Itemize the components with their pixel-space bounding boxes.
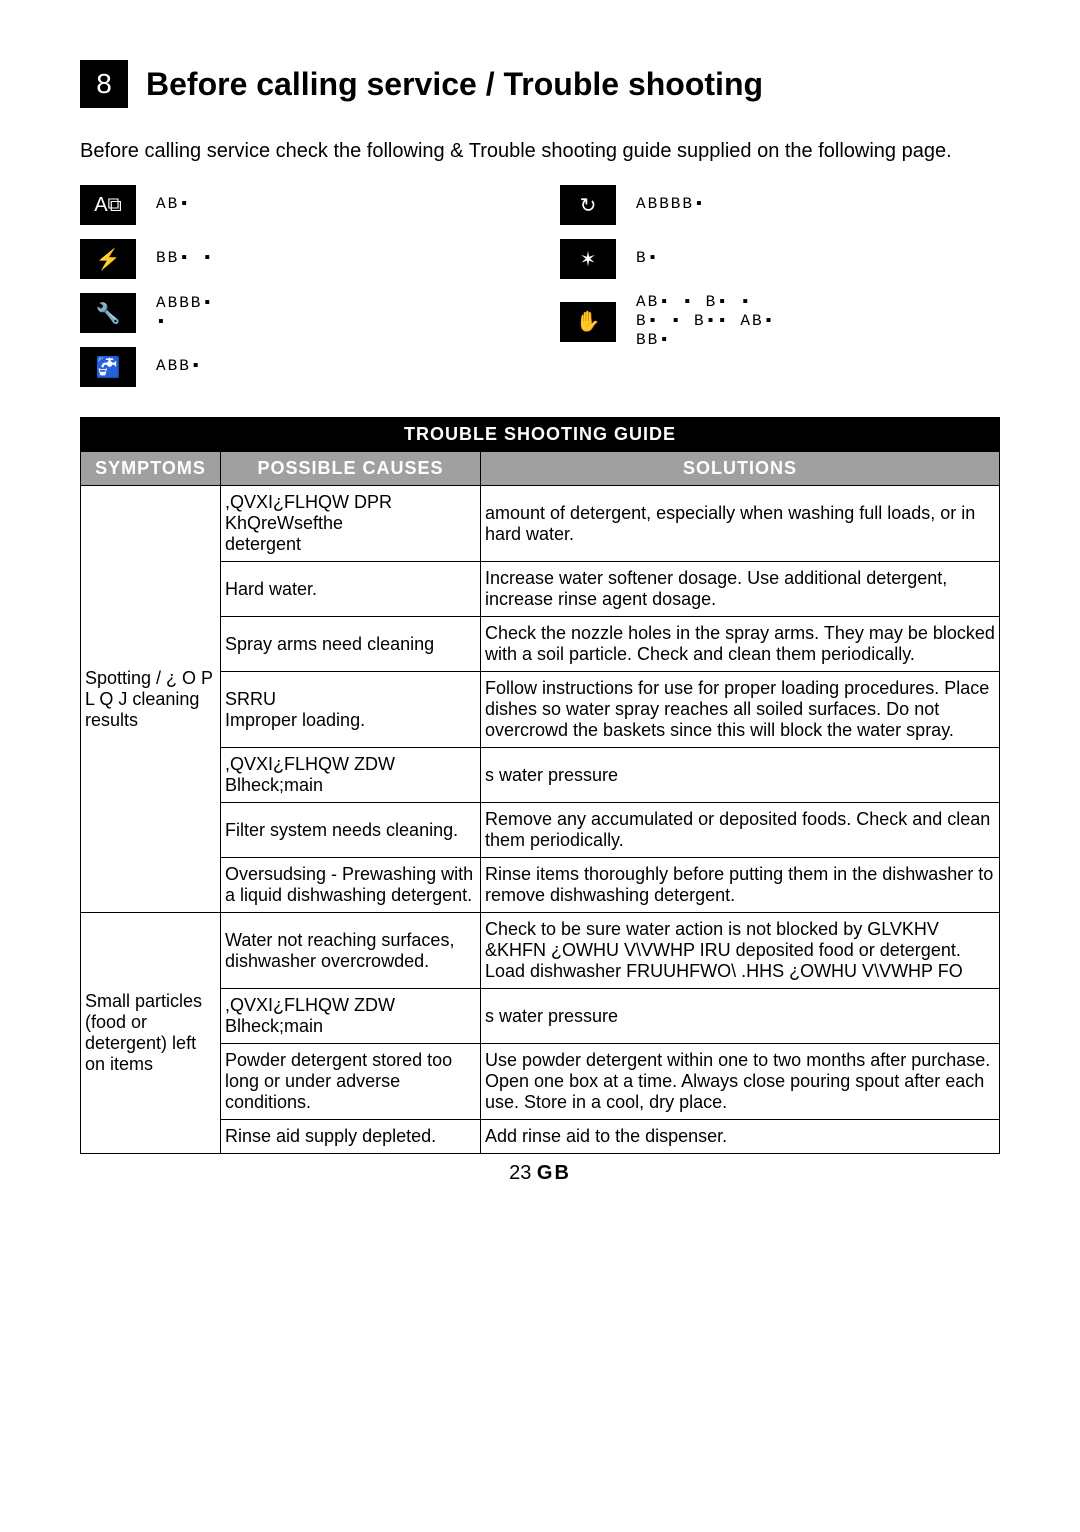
table-row: Small particles (food or detergent) left… [81, 913, 1000, 989]
page-footer: 23 GB [80, 1162, 1000, 1185]
cause-cell: Oversudsing - Prewashing with a liquid d… [221, 858, 481, 913]
icon-row: 🚰 ABB▪ [80, 347, 520, 387]
solution-cell: Rinse items thoroughly before putting th… [481, 858, 1000, 913]
icon-row: 🔧 ABBB▪ ▪ [80, 293, 520, 333]
table-header-causes: POSSIBLE CAUSES [221, 452, 481, 486]
solution-cell: Increase water softener dosage. Use addi… [481, 562, 1000, 617]
icon-grid: A⧉ AB▪ ⚡ BB▪ ▪ 🔧 ABBB▪ ▪ 🚰 ABB▪ ↻ ABBBB▪ ✶ B▪ ✋ AB▪ … [80, 185, 1000, 387]
manual-icon: A⧉ [80, 185, 136, 225]
manual-icon: 🔧 [80, 293, 136, 333]
intro-text: Before calling service check the followi… [80, 138, 1000, 165]
heading-title: Before calling service / Trouble shootin… [146, 66, 763, 103]
icon-column-left: A⧉ AB▪ ⚡ BB▪ ▪ 🔧 ABBB▪ ▪ 🚰 ABB▪ [80, 185, 520, 387]
icon-label: BB▪ ▪ [156, 249, 214, 268]
manual-icon: ✶ [560, 239, 616, 279]
icon-column-right: ↻ ABBBB▪ ✶ B▪ ✋ AB▪ ▪ B▪ ▪ B▪ ▪ B▪▪ AB▪ BB▪ [560, 185, 1000, 387]
table-header-solutions: SOLUTIONS [481, 452, 1000, 486]
troubleshooting-table: TROUBLE SHOOTING GUIDE SYMPTOMS POSSIBLE… [80, 417, 1000, 1154]
icon-label: AB▪ [156, 195, 191, 214]
solution-cell: amount of detergent, especially when was… [481, 486, 1000, 562]
cause-cell: ,QVXI¿FLHQW ZDW Blheck;main [221, 989, 481, 1044]
icon-label: ABB▪ [156, 357, 202, 376]
solution-cell: Check the nozzle holes in the spray arms… [481, 617, 1000, 672]
icon-row: ⚡ BB▪ ▪ [80, 239, 520, 279]
table-header-symptoms: SYMPTOMS [81, 452, 221, 486]
icon-row: ✋ AB▪ ▪ B▪ ▪ B▪ ▪ B▪▪ AB▪ BB▪ [560, 293, 1000, 351]
chapter-number-box: 8 [80, 60, 128, 108]
solution-cell: Check to be sure water action is not blo… [481, 913, 1000, 989]
solution-cell: Use powder detergent within one to two m… [481, 1044, 1000, 1120]
table-caption: TROUBLE SHOOTING GUIDE [80, 417, 1000, 451]
cause-cell: Powder detergent stored too long or unde… [221, 1044, 481, 1120]
symptom-cell: Spotting / ¿ O P L Q J cleaning results [81, 486, 221, 913]
solution-cell: Follow instructions for use for proper l… [481, 672, 1000, 748]
solution-cell: Remove any accumulated or deposited food… [481, 803, 1000, 858]
cause-cell: Water not reaching surfaces, dishwasher … [221, 913, 481, 989]
icon-label: B▪ [636, 249, 659, 268]
page-number: 23 [509, 1162, 531, 1184]
icon-label: AB▪ ▪ B▪ ▪ B▪ ▪ B▪▪ AB▪ BB▪ [636, 293, 775, 351]
manual-icon: 🚰 [80, 347, 136, 387]
solution-cell: s water pressure [481, 748, 1000, 803]
icon-row: ✶ B▪ [560, 239, 1000, 279]
icon-row: A⧉ AB▪ [80, 185, 520, 225]
symptom-cell: Small particles (food or detergent) left… [81, 913, 221, 1154]
table-row: Spotting / ¿ O P L Q J cleaning results,… [81, 486, 1000, 562]
manual-icon: ↻ [560, 185, 616, 225]
cause-cell: ,QVXI¿FLHQW ZDW Blheck;main [221, 748, 481, 803]
icon-label: ABBBB▪ [636, 195, 706, 214]
solution-cell: Add rinse aid to the dispenser. [481, 1120, 1000, 1154]
solution-cell: s water pressure [481, 989, 1000, 1044]
cause-cell: SRRU Improper loading. [221, 672, 481, 748]
cause-cell: Filter system needs cleaning. [221, 803, 481, 858]
cause-cell: Hard water. [221, 562, 481, 617]
cause-cell: ,QVXI¿FLHQW DPR KhQreWsefthe detergent [221, 486, 481, 562]
manual-icon: ✋ [560, 302, 616, 342]
manual-icon: ⚡ [80, 239, 136, 279]
icon-label: ABBB▪ ▪ [156, 294, 214, 332]
icon-row: ↻ ABBBB▪ [560, 185, 1000, 225]
page-heading: 8 Before calling service / Trouble shoot… [80, 60, 1000, 108]
cause-cell: Spray arms need cleaning [221, 617, 481, 672]
cause-cell: Rinse aid supply depleted. [221, 1120, 481, 1154]
region-code: GB [537, 1162, 571, 1184]
